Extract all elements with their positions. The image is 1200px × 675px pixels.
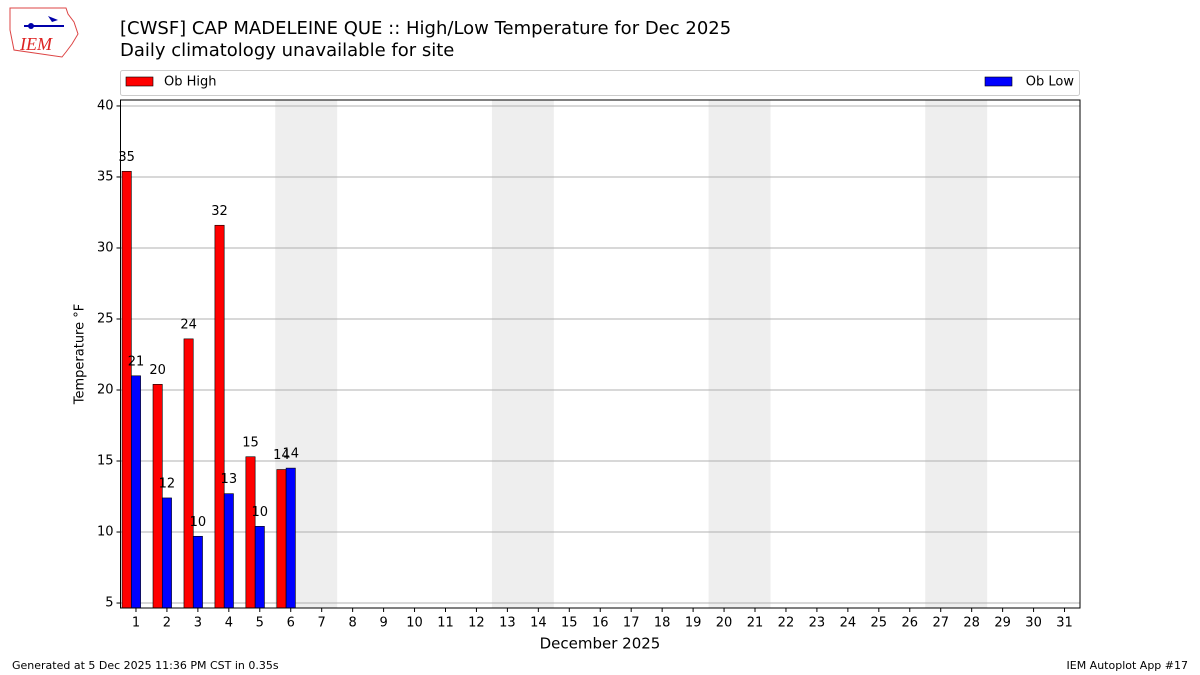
value-label: 35 [118, 150, 135, 165]
footer-left: Generated at 5 Dec 2025 11:36 PM CST in … [12, 659, 279, 672]
y-tick-label: 25 [97, 311, 114, 326]
x-tick-label: 16 [592, 616, 609, 631]
x-tick-label: 19 [685, 616, 702, 631]
bar [152, 384, 163, 609]
legend-box [120, 70, 1080, 96]
y-tick-label: 15 [97, 454, 114, 469]
x-tick-label: 6 [287, 616, 295, 631]
bar [192, 535, 203, 609]
x-tick-label: 23 [809, 616, 826, 631]
x-tick-label: 24 [840, 616, 857, 631]
x-tick-label: 29 [994, 616, 1011, 631]
plot-frame [120, 99, 1081, 609]
value-label: 20 [149, 363, 166, 378]
legend-label: Ob High [164, 75, 217, 90]
logo-text: IEM [19, 34, 53, 54]
chart-subtitle: Daily climatology unavailable for site [120, 40, 454, 61]
x-tick-label: 1 [132, 616, 140, 631]
bar [245, 456, 256, 609]
y-tick-label: 5 [105, 596, 113, 611]
x-tick-label: 4 [225, 616, 233, 631]
bar [223, 493, 234, 609]
weekend-shade [491, 100, 554, 608]
x-tick-label: 30 [1025, 616, 1042, 631]
y-axis-label: Temperature °F [73, 304, 88, 405]
legend-label: Ob Low [1026, 75, 1075, 90]
x-tick-label: 15 [561, 616, 578, 631]
value-label: 24 [180, 317, 197, 332]
weekend-shade [708, 100, 771, 608]
value-label: 21 [128, 354, 145, 369]
value-label: 10 [252, 505, 269, 520]
bar [161, 497, 172, 609]
bar [214, 224, 225, 609]
value-label: 15 [242, 435, 259, 450]
x-tick-label: 10 [406, 616, 423, 631]
bar [131, 375, 141, 609]
y-tick-label: 35 [97, 169, 114, 184]
x-tick-label: 12 [468, 616, 485, 631]
x-tick-label: 27 [932, 616, 949, 631]
footer-right: IEM Autoplot App #17 [1067, 659, 1189, 672]
y-tick-label: 10 [97, 525, 114, 540]
y-tick-label: 30 [97, 240, 114, 255]
x-tick-label: 20 [716, 616, 733, 631]
logo: IEM [9, 7, 79, 58]
value-label: 32 [211, 204, 228, 219]
bar [183, 338, 194, 609]
x-tick-label: 14 [530, 616, 547, 631]
legend-swatch [125, 76, 154, 87]
x-axis-label: December 2025 [540, 635, 661, 653]
legend-swatch [984, 76, 1013, 87]
x-tick-label: 25 [871, 616, 888, 631]
value-label: 10 [190, 515, 207, 530]
weekend-shade [925, 100, 988, 608]
y-tick-label: 40 [97, 98, 114, 113]
bar [121, 170, 132, 609]
x-tick-label: 21 [747, 616, 764, 631]
x-tick-label: 5 [256, 616, 264, 631]
bar [254, 526, 265, 609]
x-tick-label: 9 [379, 616, 387, 631]
x-tick-label: 8 [348, 616, 356, 631]
x-tick-label: 11 [437, 616, 454, 631]
x-tick-label: 13 [499, 616, 516, 631]
x-tick-label: 7 [318, 616, 326, 631]
chart-title: [CWSF] CAP MADELEINE QUE :: High/Low Tem… [120, 18, 731, 39]
bar [276, 469, 287, 609]
value-label: 13 [221, 472, 238, 487]
value-label: 14 [282, 447, 299, 462]
x-tick-label: 2 [163, 616, 171, 631]
y-tick-label: 20 [97, 383, 114, 398]
x-tick-label: 31 [1056, 616, 1073, 631]
x-tick-label: 17 [623, 616, 640, 631]
x-tick-label: 28 [963, 616, 980, 631]
x-tick-label: 22 [778, 616, 795, 631]
x-tick-label: 26 [901, 616, 918, 631]
x-tick-label: 3 [194, 616, 202, 631]
bar [285, 467, 296, 609]
value-label: 14 [273, 448, 290, 463]
value-label: 12 [159, 476, 176, 491]
x-tick-label: 18 [654, 616, 671, 631]
